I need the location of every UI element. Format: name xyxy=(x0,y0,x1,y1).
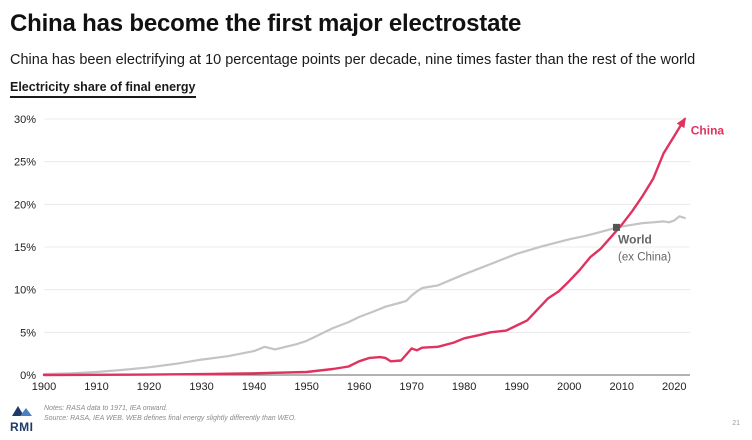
crossover-marker xyxy=(612,223,620,231)
x-tick-label: 1920 xyxy=(137,381,161,393)
chart-title: Electricity share of final energy xyxy=(10,80,196,98)
page-title: China has become the first major electro… xyxy=(10,10,522,37)
rmi-logo-icon xyxy=(12,406,32,416)
y-tick-label: 0% xyxy=(20,370,36,382)
y-tick-label: 15% xyxy=(14,242,36,254)
x-tick-label: 1960 xyxy=(347,381,371,393)
x-tick-label: 1940 xyxy=(242,381,266,393)
x-tick-label: 1910 xyxy=(84,381,108,393)
y-tick-label: 5% xyxy=(20,327,36,339)
notes-line-2: Source: RASA, IEA WEB. WEB defines final… xyxy=(44,415,297,422)
series-label-world-qualifier: (ex China) xyxy=(618,252,671,264)
y-tick-label: 10% xyxy=(14,285,36,297)
x-tick-label: 1990 xyxy=(504,381,528,393)
x-tick-label: 1950 xyxy=(294,381,318,393)
logo-text: RMI xyxy=(10,420,34,434)
series-line-world xyxy=(42,215,686,376)
y-tick-label: 30% xyxy=(14,114,36,126)
series-label-china: China xyxy=(691,123,725,137)
y-tick-label: 20% xyxy=(14,199,36,211)
x-tick-label: 2000 xyxy=(557,381,581,393)
x-tick-label: 1900 xyxy=(32,381,56,393)
china-arrowhead xyxy=(676,117,686,129)
x-tick-label: 1930 xyxy=(189,381,213,393)
x-tick-label: 1980 xyxy=(452,381,476,393)
notes-line-1: Notes: RASA data to 1971, IEA onward. xyxy=(44,405,168,412)
page-subtitle: China has been electrifying at 10 percen… xyxy=(10,52,696,68)
x-tick-label: 1970 xyxy=(399,381,423,393)
chart-notes: Notes: RASA data to 1971, IEA onward. So… xyxy=(44,404,296,424)
page-number: 21 xyxy=(732,420,740,427)
series-label-world: World xyxy=(618,233,652,247)
y-tick-label: 25% xyxy=(14,157,36,169)
x-tick-label: 2020 xyxy=(662,381,686,393)
x-tick-label: 2010 xyxy=(609,381,633,393)
